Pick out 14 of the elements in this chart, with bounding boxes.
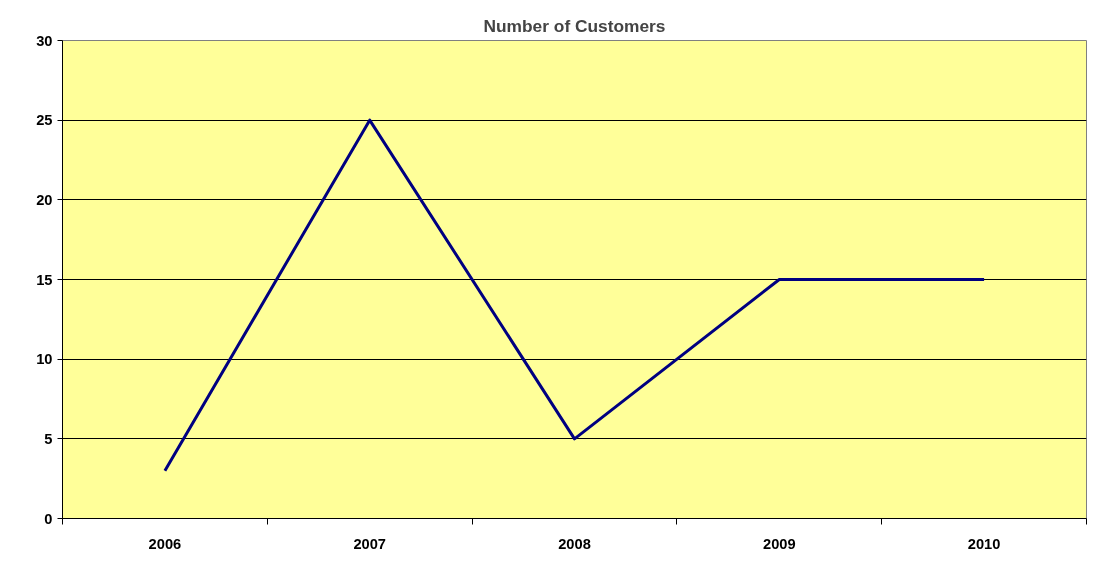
chart-title: Number of Customers <box>483 15 666 36</box>
y-tick-label: 0 <box>44 510 53 527</box>
line-series <box>163 118 986 473</box>
y-tick-label: 15 <box>36 271 53 288</box>
x-tick-label: 2010 <box>967 535 1001 552</box>
y-tick-label: 5 <box>44 430 53 447</box>
y-tick-label: 30 <box>36 32 53 49</box>
x-tick-label: 2007 <box>353 535 387 552</box>
y-tick-label: 20 <box>36 191 53 208</box>
y-tick-label: 25 <box>36 112 53 129</box>
x-tick-label: 2009 <box>763 535 796 552</box>
x-tick-label: 2006 <box>148 535 182 552</box>
y-tick-label: 10 <box>36 351 53 368</box>
x-tick-label: 2008 <box>558 535 591 552</box>
